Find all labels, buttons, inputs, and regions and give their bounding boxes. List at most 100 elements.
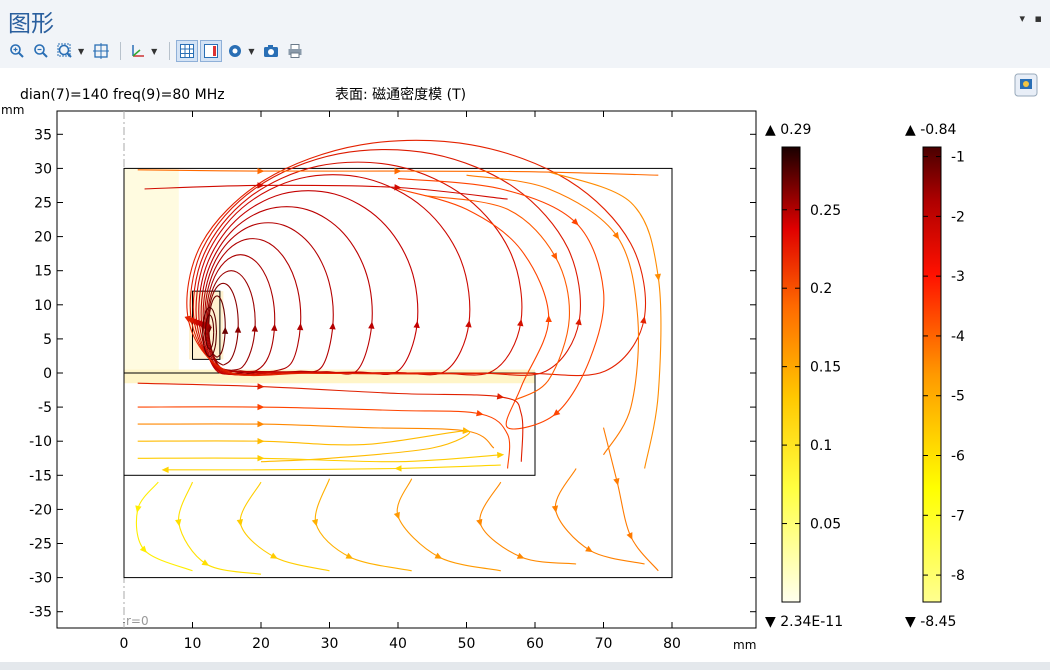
window-pin-button[interactable]: ▪ xyxy=(1034,12,1042,25)
streamline-arrow xyxy=(135,505,142,513)
streamline-arrow xyxy=(626,532,633,540)
streamline-arrow xyxy=(161,466,169,474)
zoom-dropdown-chevron-icon[interactable]: ▼ xyxy=(78,46,85,56)
streamline-colorbar-tick-label: -7 xyxy=(951,508,965,524)
scene-light-icon xyxy=(229,45,242,57)
graphics-plot[interactable]: dian(7)=140 freq(9)=80 MHz 表面: 磁通密度模 (T)… xyxy=(0,68,1050,662)
streamline-arrow xyxy=(497,451,505,459)
streamline xyxy=(554,468,645,565)
streamline-colorbar-tick-label: -1 xyxy=(951,150,965,166)
x-tick-label: 20 xyxy=(252,636,270,652)
streamline-arrow xyxy=(234,325,242,333)
toolbar-separator xyxy=(120,42,122,60)
zoom-box-button[interactable] xyxy=(54,40,76,62)
streamline xyxy=(396,478,501,572)
streamline-arrow xyxy=(257,182,265,189)
surface-colorbar-tick-label: 0.1 xyxy=(810,438,832,454)
x-tick-label: 70 xyxy=(595,636,613,652)
streamline xyxy=(314,478,412,572)
streamline-arrow xyxy=(257,383,265,390)
zoom-in-button[interactable] xyxy=(6,40,28,62)
surface-colorbar-tick-label: 0.2 xyxy=(810,281,832,297)
streamline-colorbar-min: ▼ -8.45 xyxy=(905,614,956,630)
print-button[interactable] xyxy=(284,40,306,62)
streamline xyxy=(200,206,373,375)
streamline-arrow xyxy=(296,323,304,331)
legend-icon xyxy=(204,44,219,58)
y-tick-label: -25 xyxy=(29,537,52,553)
streamline xyxy=(137,406,511,469)
zoom-out-icon xyxy=(34,44,48,58)
streamline-colorbar-tick-label: -5 xyxy=(951,389,965,405)
streamline-arrow xyxy=(236,519,243,527)
streamline xyxy=(137,430,470,463)
streamline-arrow xyxy=(394,184,402,191)
status-strip xyxy=(0,662,1050,670)
streamline xyxy=(239,481,330,572)
parameter-label: dian(7)=140 freq(9)=80 MHz xyxy=(20,87,225,103)
streamline-colorbar-max: ▲ -0.84 xyxy=(905,122,957,138)
zoom-out-button[interactable] xyxy=(30,40,52,62)
streamline-arrow xyxy=(270,552,278,559)
grid-toggle-button[interactable] xyxy=(176,40,199,62)
streamline xyxy=(466,174,640,456)
window-controls: ▾ ▪ xyxy=(1014,12,1043,25)
surface-colorbar-tick-label: 0.15 xyxy=(810,360,841,376)
streamline-arrow xyxy=(257,437,265,445)
axis-dropdown-chevron-icon[interactable]: ▼ xyxy=(151,46,158,56)
image-snapshot-button[interactable] xyxy=(260,40,282,62)
streamline-arrow xyxy=(551,505,559,513)
axis-orientation-button[interactable] xyxy=(127,40,149,62)
zoom-in-icon xyxy=(10,44,24,58)
streamline xyxy=(144,184,508,200)
x-tick-label: 0 xyxy=(120,636,129,652)
axis-annotation: r=0 xyxy=(126,614,149,628)
streamline-arrow xyxy=(394,465,402,472)
streamline xyxy=(204,314,215,350)
x-unit-label: mm xyxy=(733,638,756,652)
x-tick-label: 80 xyxy=(663,636,681,652)
camera-icon xyxy=(264,45,279,57)
streamline xyxy=(602,427,659,572)
zoom-extents-button[interactable] xyxy=(90,40,112,62)
toolbar-separator xyxy=(169,42,171,60)
x-tick-label: 30 xyxy=(321,636,339,652)
theme-icon[interactable] xyxy=(1014,73,1038,97)
y-tick-label: 20 xyxy=(34,230,52,246)
surface-title: 表面: 磁通密度模 (T) xyxy=(335,86,466,103)
scene-light-button[interactable] xyxy=(224,40,246,62)
y-tick-label: 15 xyxy=(34,264,52,280)
y-tick-label: -15 xyxy=(29,468,52,484)
streamline-arrow xyxy=(413,320,420,329)
y-tick-label: -20 xyxy=(29,502,52,518)
streamline-arrow xyxy=(476,410,484,417)
surface-colorbar-max: ▲ 0.29 xyxy=(765,122,811,138)
streamline-arrow xyxy=(545,314,552,322)
streamline-arrow xyxy=(257,455,265,462)
legend-toggle-button[interactable] xyxy=(200,40,223,62)
streamline-arrow xyxy=(139,545,147,553)
streamline-arrow xyxy=(257,403,265,411)
streamline xyxy=(206,270,256,371)
streamline-arrow xyxy=(654,273,661,281)
streamline-arrow xyxy=(613,477,620,486)
streamline-arrow xyxy=(221,326,229,334)
streamline-arrow xyxy=(612,231,620,240)
streamline-colorbar xyxy=(922,146,942,603)
streamline-colorbar-tick-label: -3 xyxy=(951,269,965,285)
x-tick-label: 10 xyxy=(184,636,202,652)
scene-dropdown-chevron-icon[interactable]: ▼ xyxy=(248,46,255,56)
streamline-arrow xyxy=(462,427,470,434)
streamline-colorbar-tick-label: -4 xyxy=(951,329,965,345)
streamline-arrow xyxy=(575,317,582,326)
window-title: 图形 xyxy=(8,11,54,37)
streamline-arrow xyxy=(257,167,265,175)
y-tick-label: -35 xyxy=(29,605,52,621)
print-icon xyxy=(288,44,302,58)
streamline-arrow xyxy=(465,320,472,328)
window-menu-button[interactable]: ▾ xyxy=(1019,12,1026,25)
y-tick-label: 5 xyxy=(43,332,52,348)
x-tick-label: 50 xyxy=(458,636,476,652)
y-tick-label: -30 xyxy=(29,571,52,587)
streamline-arrow xyxy=(201,559,210,566)
